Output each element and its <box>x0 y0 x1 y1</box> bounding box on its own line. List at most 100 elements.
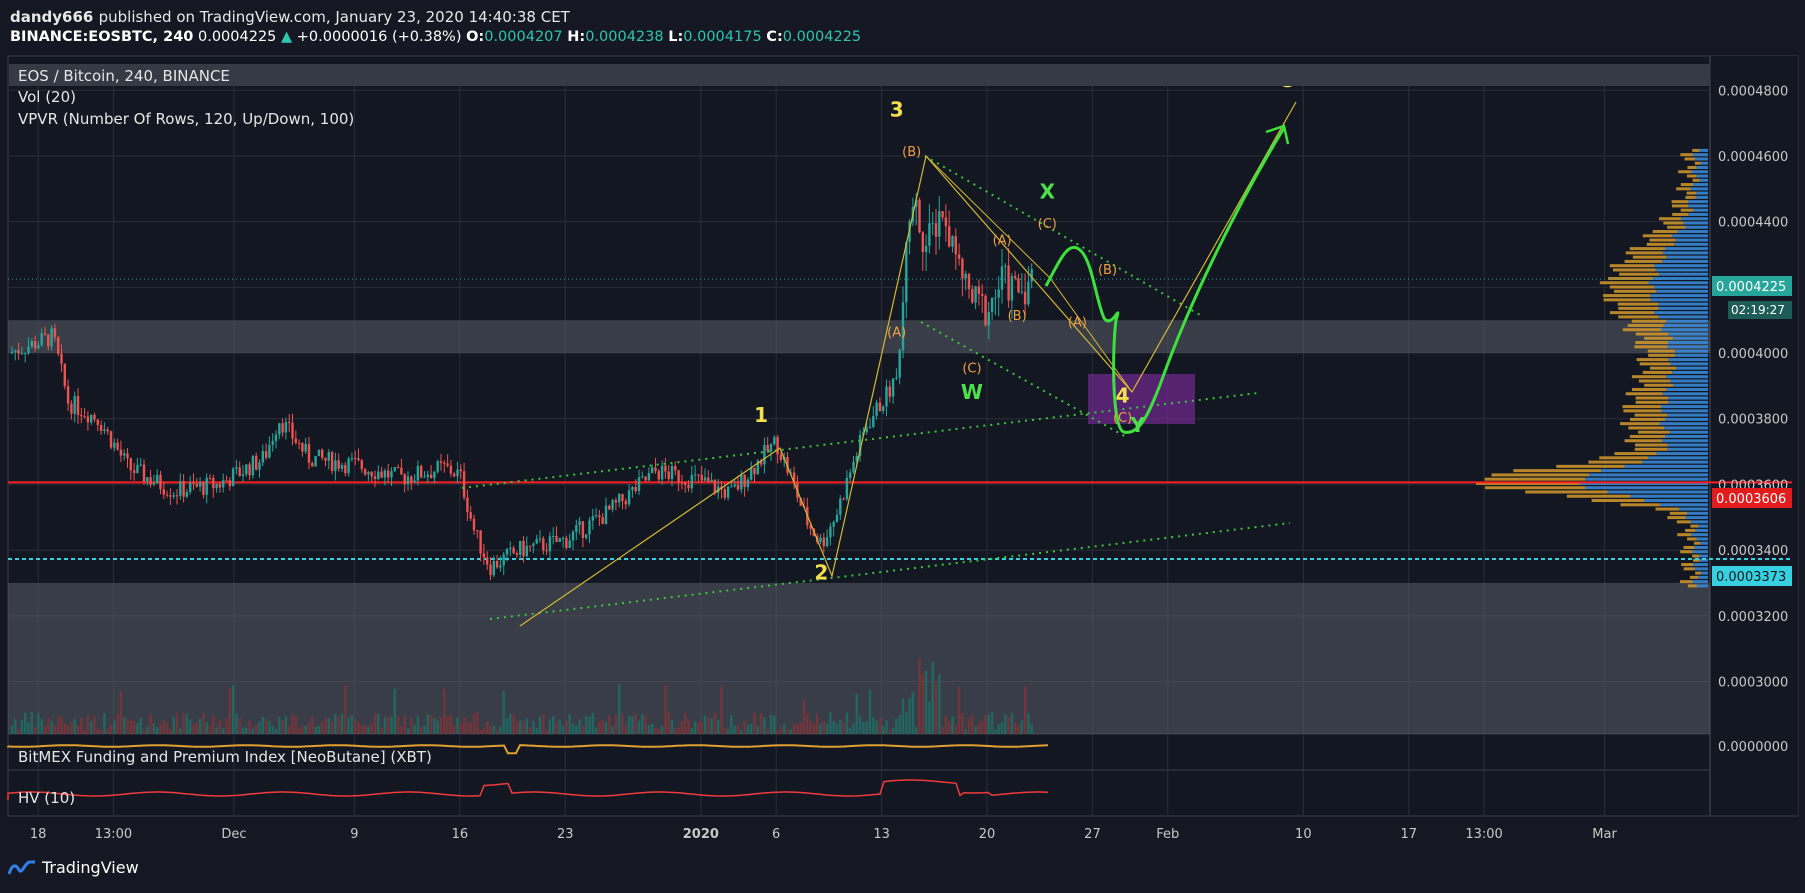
target-zone-box[interactable] <box>1088 374 1195 424</box>
volume-bar <box>1030 724 1033 734</box>
candle-body <box>594 515 598 517</box>
vpvr-down-bar <box>1622 328 1662 332</box>
vpvr-up-bar <box>1695 528 1708 532</box>
volume-bar <box>443 688 446 734</box>
vpvr-down-bar <box>1636 358 1669 362</box>
vpvr-down-bar <box>1685 195 1696 199</box>
volume-bar <box>868 689 872 734</box>
green-dotted-wedge-bottom <box>920 321 1129 439</box>
candle-body <box>601 517 604 524</box>
candle-body <box>832 521 835 527</box>
candle-body <box>792 472 796 483</box>
volume-bar <box>344 685 347 734</box>
x-tick-label: 18 <box>30 827 47 842</box>
legend-vpvr[interactable]: VPVR (Number Of Rows, 120, Up/Down, 100) <box>18 110 354 128</box>
candle-body <box>713 479 717 493</box>
tradingview-footer[interactable]: TradingView <box>7 858 139 877</box>
candle-body <box>495 560 499 568</box>
candle-body <box>981 293 984 296</box>
vpvr-up-bar <box>1667 345 1708 349</box>
volume-bar <box>482 728 486 734</box>
vpvr-histogram <box>1475 148 1708 588</box>
wave-label: (A) <box>887 326 906 341</box>
volume-bar <box>149 713 152 734</box>
volume-bar <box>1000 721 1004 734</box>
candle-body <box>842 498 845 500</box>
volume-bar <box>964 729 967 734</box>
volume-bar <box>14 719 17 734</box>
candle-body <box>426 474 429 477</box>
vpvr-down-bar <box>1622 405 1661 409</box>
trend-lines[interactable] <box>461 101 1297 627</box>
candle-body <box>446 463 449 466</box>
volume-bar <box>469 721 472 734</box>
candle-body <box>938 211 941 237</box>
candle-body <box>875 402 878 416</box>
candle-body <box>66 386 70 404</box>
volume-bar <box>720 686 723 734</box>
candle-body <box>367 471 370 475</box>
candle-body <box>1004 265 1007 267</box>
vpvr-down-bar <box>1687 584 1697 588</box>
vpvr-up-bar <box>1674 349 1708 353</box>
vpvr-down-bar <box>1588 460 1643 464</box>
candle-body <box>152 482 156 485</box>
volume-bar <box>515 720 519 734</box>
legend-main[interactable]: EOS / Bitcoin, 240, BINANCE <box>18 67 230 85</box>
volume-bar <box>769 714 773 734</box>
candle-body <box>598 515 601 518</box>
candle-body <box>809 525 812 529</box>
candle-body <box>264 451 268 458</box>
volume-bar <box>895 719 898 734</box>
legend-hv[interactable]: HV (10) <box>18 789 75 807</box>
vpvr-down-bar <box>1620 422 1660 426</box>
volume-bar <box>327 718 330 734</box>
x-tick-label: 6 <box>772 827 780 842</box>
vpvr-down-bar <box>1628 426 1665 430</box>
legend-bitmex[interactable]: BitMEX Funding and Premium Index [NeoBut… <box>18 748 432 766</box>
candle-body <box>231 468 235 487</box>
volume-bar <box>156 727 159 734</box>
author-name[interactable]: dandy666 <box>10 8 94 26</box>
candle-body <box>618 493 621 503</box>
candle-body <box>165 494 169 496</box>
candle-body <box>571 531 575 541</box>
volume-bar <box>1004 714 1007 734</box>
candlesticks <box>10 192 1033 581</box>
x-tick-label: 2020 <box>683 827 719 842</box>
candle-body <box>829 526 832 538</box>
candle-body <box>888 386 891 397</box>
vpvr-up-bar <box>1585 477 1708 481</box>
volume-bar <box>588 716 591 734</box>
volume-bar <box>845 712 849 734</box>
vpvr-down-bar <box>1676 187 1691 191</box>
vpvr-up-bar <box>1668 341 1708 345</box>
y-tick-label: 0.0004600 <box>1718 150 1788 165</box>
volume-bar <box>189 719 192 734</box>
volume-bar <box>657 728 660 734</box>
x-tick-label: 17 <box>1400 827 1417 842</box>
vpvr-down-bar <box>1667 225 1686 229</box>
vpvr-up-bar <box>1659 422 1708 426</box>
volume-bar <box>878 718 882 734</box>
volume-bar <box>311 716 314 734</box>
candle-body <box>390 471 393 478</box>
vpvr-up-bar <box>1668 332 1708 336</box>
candle-body <box>297 442 301 444</box>
candle-body <box>439 461 443 463</box>
volume-bar <box>924 671 928 734</box>
candle-body <box>558 538 561 542</box>
volume-bar <box>687 719 690 734</box>
vpvr-down-bar <box>1676 520 1691 524</box>
volume-bar <box>918 657 921 734</box>
legend-vol[interactable]: Vol (20) <box>18 88 76 106</box>
candle-body <box>172 495 175 497</box>
volume-bar <box>47 717 50 734</box>
candle-body <box>238 467 241 477</box>
volume-bar <box>436 720 439 734</box>
vpvr-down-bar <box>1591 499 1645 503</box>
volume-bar <box>812 723 816 734</box>
candle-body <box>664 465 667 472</box>
volume-bar <box>944 716 948 734</box>
